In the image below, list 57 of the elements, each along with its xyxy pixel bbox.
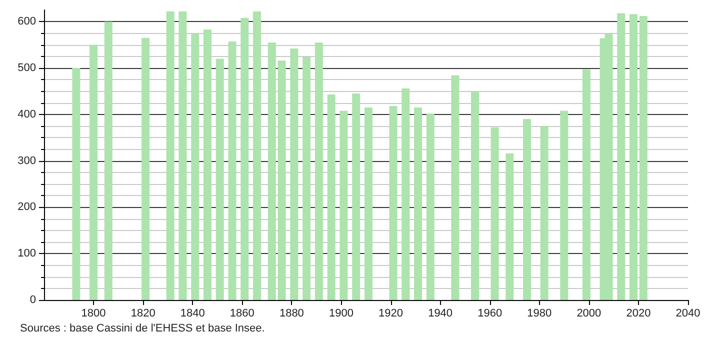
bar (630, 14, 638, 300)
x-tick-label: 1820 (130, 308, 156, 320)
bar (178, 11, 187, 300)
bar (340, 110, 348, 300)
bar (470, 91, 479, 300)
x-tick-label: 1960 (478, 308, 502, 320)
y-tick-label: 0 (30, 294, 36, 306)
x-tick-label: 1880 (279, 308, 304, 320)
x-tick-label: 2020 (626, 308, 651, 320)
bar (402, 88, 410, 300)
x-tick-label: 1940 (428, 308, 453, 320)
bar (523, 119, 531, 300)
bar (216, 58, 224, 300)
bar (166, 11, 174, 300)
bar (203, 29, 212, 300)
y-tick-label: 300 (18, 154, 36, 167)
y-tick-label: 500 (18, 62, 36, 74)
x-tick-label: 1900 (328, 308, 354, 320)
x-tick-label: 1840 (180, 308, 205, 320)
bar (560, 110, 568, 300)
bar (414, 107, 422, 300)
bar (240, 18, 249, 300)
bar (278, 60, 286, 300)
source-note: Sources : base Cassini de l'EHESS et base Insee. (20, 322, 265, 334)
bar (142, 38, 150, 300)
x-tick-label: 1980 (527, 308, 552, 320)
bar (540, 126, 548, 300)
bar (228, 42, 236, 300)
bar (352, 94, 360, 300)
bar (90, 44, 98, 300)
bar (290, 48, 298, 300)
bar (639, 16, 648, 300)
bar (104, 22, 112, 300)
x-tick-label: 1800 (81, 308, 106, 320)
bar (302, 56, 311, 300)
y-tick-label: 200 (18, 201, 36, 214)
bar (617, 13, 626, 300)
x-tick-label: 2000 (576, 308, 602, 320)
bar (451, 75, 460, 300)
bar (490, 127, 499, 300)
bar (506, 153, 514, 300)
y-tick-label: 600 (18, 16, 36, 28)
bar (268, 42, 276, 300)
bar (72, 68, 80, 300)
y-tick-label: 100 (18, 248, 36, 260)
x-tick-label: 1860 (230, 308, 254, 320)
bar (327, 94, 336, 300)
x-tick-label: 2040 (676, 308, 700, 320)
bar (191, 34, 200, 300)
bar (426, 113, 434, 300)
bar (389, 106, 398, 300)
bar (253, 11, 262, 300)
y-tick-label: 400 (18, 108, 36, 120)
bar (364, 107, 372, 300)
bar (314, 42, 323, 300)
x-tick-label: 1920 (378, 308, 404, 320)
bar (582, 69, 590, 300)
